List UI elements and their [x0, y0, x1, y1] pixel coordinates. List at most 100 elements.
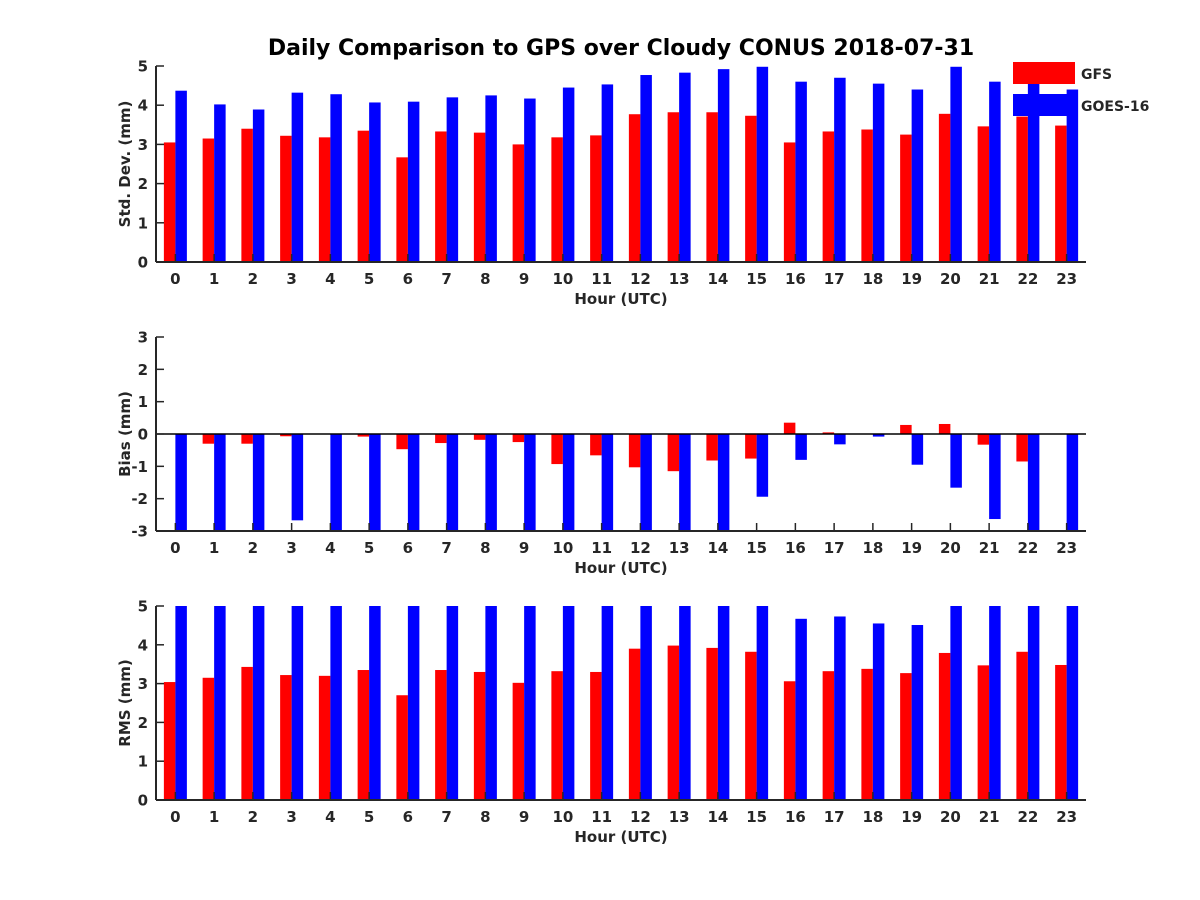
x-tick-label: 21	[979, 808, 1000, 826]
bar-gfs-17	[822, 671, 835, 800]
bar-goes-16-20	[950, 434, 962, 488]
x-tick-label: 3	[286, 270, 296, 288]
bar-gfs-10	[551, 434, 563, 465]
x-tick-label: 4	[325, 539, 335, 557]
bar-goes-16-14	[717, 434, 730, 531]
bar-gfs-8	[473, 132, 486, 262]
x-tick-label: 9	[519, 270, 529, 288]
bar-gfs-8	[473, 434, 486, 440]
bar-gfs-1	[202, 138, 215, 262]
bar-goes-16-13	[679, 72, 691, 262]
x-tick-label: 16	[785, 808, 806, 826]
y-tick-label: 1	[138, 753, 148, 771]
bar-goes-16-22	[1027, 434, 1040, 531]
bar-gfs-0	[163, 142, 176, 262]
bar-gfs-14	[706, 434, 718, 461]
bar-gfs-12	[628, 648, 641, 800]
bar-goes-16-8	[485, 434, 497, 531]
x-tick-label: 20	[940, 539, 961, 557]
bar-goes-16-21	[989, 81, 1001, 263]
x-tick-label: 15	[746, 808, 767, 826]
bar-gfs-21	[977, 126, 990, 263]
bar-goes-16-11	[601, 606, 614, 800]
bar-gfs-19	[900, 134, 912, 262]
y-tick-label: 0	[138, 254, 148, 272]
y-tick-label: 0	[138, 426, 148, 444]
x-tick-label: 4	[325, 808, 335, 826]
bar-goes-16-11	[601, 434, 614, 531]
x-tick-label: 15	[746, 539, 767, 557]
bar-gfs-1	[202, 677, 215, 800]
x-tick-label: 7	[441, 270, 451, 288]
bar-gfs-11	[590, 671, 602, 800]
y-tick-label: 5	[138, 598, 148, 616]
bar-goes-16-10	[562, 434, 575, 531]
x-tick-label: 18	[862, 270, 883, 288]
x-tick-label: 1	[209, 539, 219, 557]
bar-goes-16-23	[1066, 89, 1079, 263]
bar-goes-16-4	[330, 434, 342, 531]
bar-gfs-22	[1016, 434, 1028, 462]
bar-gfs-18	[861, 129, 873, 262]
bar-gfs-16	[783, 681, 796, 800]
bar-goes-16-15	[756, 434, 769, 497]
bar-gfs-20	[938, 652, 951, 800]
x-tick-label: 22	[1017, 270, 1038, 288]
bar-gfs-17	[822, 131, 835, 262]
bar-gfs-13	[667, 645, 680, 800]
x-tick-label: 7	[441, 539, 451, 557]
bar-goes-16-7	[446, 97, 459, 262]
x-axis-label: Hour (UTC)	[574, 828, 667, 846]
bar-goes-16-2	[252, 109, 265, 262]
x-tick-label: 8	[480, 270, 490, 288]
bar-goes-16-19	[911, 625, 924, 800]
bar-goes-16-5	[369, 434, 381, 531]
bar-gfs-3	[280, 675, 292, 800]
legend-label: GFS	[1081, 67, 1112, 83]
y-tick-label: 3	[138, 329, 148, 347]
bar-goes-16-12	[640, 606, 652, 800]
bar-gfs-22	[1016, 116, 1028, 262]
bar-goes-16-7	[446, 434, 459, 531]
bar-goes-16-17	[834, 434, 846, 445]
y-tick-label: 2	[138, 714, 148, 732]
y-axis-label: RMS (mm)	[116, 659, 134, 746]
bar-goes-16-15	[756, 66, 769, 262]
x-tick-label: 12	[630, 539, 651, 557]
bar-goes-16-0	[175, 434, 187, 531]
bar-gfs-4	[318, 137, 331, 262]
x-tick-label: 19	[901, 270, 922, 288]
bar-goes-16-18	[872, 83, 885, 262]
x-tick-label: 13	[669, 539, 690, 557]
bar-goes-16-16	[795, 81, 807, 263]
x-tick-label: 14	[707, 539, 728, 557]
bar-goes-16-23	[1066, 434, 1079, 531]
y-tick-label: -3	[131, 523, 148, 541]
x-tick-label: 2	[248, 539, 258, 557]
bar-gfs-9	[512, 682, 525, 800]
bar-goes-16-17	[834, 77, 846, 262]
bar-goes-16-4	[330, 606, 342, 800]
x-tick-label: 19	[901, 539, 922, 557]
bar-gfs-7	[435, 131, 447, 262]
x-tick-label: 0	[170, 808, 180, 826]
bar-gfs-2	[241, 666, 253, 800]
bar-gfs-17	[822, 432, 835, 434]
bar-gfs-4	[318, 675, 331, 800]
y-tick-label: -1	[131, 458, 148, 476]
x-tick-label: 20	[940, 808, 961, 826]
x-tick-label: 23	[1056, 270, 1077, 288]
bar-goes-16-21	[989, 434, 1001, 520]
legend-swatch-goes-16	[1013, 94, 1075, 116]
x-tick-label: 11	[591, 808, 612, 826]
bar-gfs-14	[706, 647, 718, 800]
bar-gfs-23	[1055, 664, 1067, 800]
bar-goes-16-10	[562, 606, 575, 800]
x-tick-label: 2	[248, 808, 258, 826]
bar-gfs-20	[938, 113, 951, 262]
x-tick-label: 18	[862, 808, 883, 826]
x-tick-label: 6	[403, 270, 413, 288]
x-tick-label: 13	[669, 270, 690, 288]
